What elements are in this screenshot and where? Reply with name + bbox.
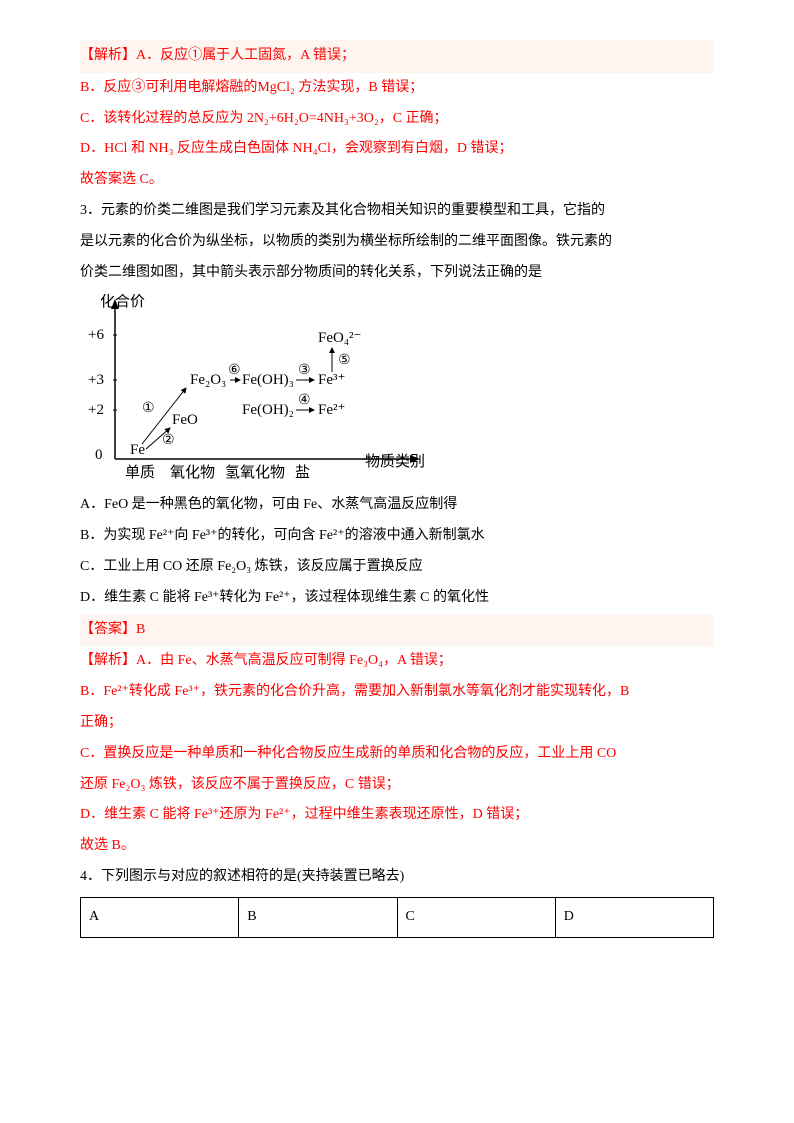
- node-fe2o3: Fe₂O₃: [190, 372, 226, 388]
- q3-answer-line: 【答案】B: [80, 614, 714, 647]
- circ-4: ④: [298, 393, 311, 408]
- text: D．维生素 C 能将 Fe³⁺转化为 Fe²⁺，该过程体现维生素 C 的氧化性: [80, 590, 489, 605]
- circ-1: ①: [142, 401, 155, 416]
- node-feo: FeO: [172, 412, 198, 428]
- text: 元素的价类二维图是我们学习元素及其化合物相关知识的重要模型和工具，它指的: [101, 203, 605, 218]
- node-fe2p: Fe²⁺: [318, 402, 345, 418]
- text: 方法实现，B 错误；: [295, 80, 423, 95]
- q3-analysis-c2: 还原 Fe₂O₃ 炼铁，该反应不属于置换反应，C 错误；: [80, 770, 714, 801]
- ytick-3: +3: [88, 372, 104, 388]
- node-fe: Fe: [130, 442, 145, 458]
- q3-option-c: C．工业上用 CO 还原 Fe₂O₃ 炼铁，该反应属于置换反应: [80, 552, 714, 583]
- text: 正确；: [80, 715, 122, 730]
- text: A．FeO 是一种黑色的氧化物，可由 Fe、水蒸气高温反应制得: [80, 497, 457, 512]
- q3-analysis-d: D．维生素 C 能将 Fe³⁺还原为 Fe²⁺，过程中维生素表现还原性，D 错误…: [80, 800, 714, 831]
- text: 故选 B。: [80, 838, 135, 853]
- node-feoh2: Fe(OH)₂: [242, 402, 294, 418]
- circ-5: ⑤: [338, 353, 351, 368]
- q3-option-a: A．FeO 是一种黑色的氧化物，可由 Fe、水蒸气高温反应制得: [80, 490, 714, 521]
- x-axis-label: 物质类别: [365, 453, 425, 470]
- q3-option-d: D．维生素 C 能将 Fe³⁺转化为 Fe²⁺，该过程体现维生素 C 的氧化性: [80, 583, 714, 614]
- valence-category-chart: 化合价 +6 +3 +2 0 单质 氧化物 氢氧化物 盐 物质类别 Fe FeO…: [80, 294, 714, 484]
- q3-analysis-final: 故选 B。: [80, 831, 714, 862]
- q2-analysis-final: 故答案选 C。: [80, 165, 714, 196]
- text: A．反应①属于人工固氮，A 错误；: [136, 48, 355, 63]
- text: B．反应③可利用电解熔融的: [80, 80, 257, 95]
- xcat-3: 盐: [295, 464, 310, 481]
- q4-number: 4．: [80, 869, 101, 884]
- answer-label: 【答案】: [80, 622, 136, 637]
- analysis-head: 【解析】: [80, 48, 136, 63]
- text: 价类二维图如图，其中箭头表示部分物质间的转化关系，下列说法正确的是: [80, 265, 542, 280]
- q3-stem-1: 3．元素的价类二维图是我们学习元素及其化合物相关知识的重要模型和工具，它指的: [80, 196, 714, 227]
- document-page: 【解析】A．反应①属于人工固氮，A 错误； B．反应③可利用电解熔融的MgCl₂…: [0, 0, 794, 1123]
- node-fe3p: Fe³⁺: [318, 372, 345, 388]
- xcat-0: 单质: [125, 464, 155, 481]
- circ-6: ⑥: [228, 363, 241, 378]
- cell-a: A: [81, 897, 239, 937]
- q3-stem-2: 是以元素的化合价为纵坐标，以物质的类别为横坐标所绘制的二维平面图像。铁元素的: [80, 227, 714, 258]
- ytick-0: 0: [95, 447, 103, 463]
- q3-analysis-b1: B．Fe²⁺转化成 Fe³⁺，铁元素的化合价升高，需要加入新制氯水等氧化剂才能实…: [80, 677, 714, 708]
- text: B．Fe²⁺转化成 Fe³⁺，铁元素的化合价升高，需要加入新制氯水等氧化剂才能实…: [80, 684, 629, 699]
- text: C．置换反应是一种单质和一种化合物反应生成新的单质和化合物的反应，工业上用 CO: [80, 746, 616, 761]
- q3-analysis-a: 【解析】A．由 Fe、水蒸气高温反应可制得 Fe₃O₄，A 错误；: [80, 646, 714, 677]
- q2-analysis-b: B．反应③可利用电解熔融的MgCl₂ 方法实现，B 错误；: [80, 73, 714, 104]
- text: B．为实现 Fe²⁺向 Fe³⁺的转化，可向含 Fe²⁺的溶液中通入新制氯水: [80, 528, 485, 543]
- text: C．该转化过程的总反应为 2N₂+6H₂O=4NH₃+3O₂，C 正确；: [80, 111, 448, 126]
- q2-analysis-d: D．HCl 和 NH₃ 反应生成白色固体 NH₄Cl，会观察到有白烟，D 错误；: [80, 134, 714, 165]
- ytick-2: +2: [88, 402, 104, 418]
- text: 下列图示与对应的叙述相符的是(夹持装置已略去): [101, 869, 404, 884]
- cell-c: C: [397, 897, 555, 937]
- node-feo4: FeO₄²⁻: [318, 330, 361, 346]
- q3-analysis-b2: 正确；: [80, 708, 714, 739]
- cell-b: B: [239, 897, 397, 937]
- text: 故答案选 C。: [80, 172, 163, 187]
- text: 是以元素的化合价为纵坐标，以物质的类别为横坐标所绘制的二维平面图像。铁元素的: [80, 234, 612, 249]
- table-row: A B C D: [81, 897, 714, 937]
- circ-3: ③: [298, 363, 311, 378]
- ytick-6: +6: [88, 327, 104, 343]
- formula: MgCl₂: [257, 80, 295, 95]
- text: D．HCl 和 NH₃ 反应生成白色固体 NH₄Cl，会观察到有白烟，D 错误；: [80, 141, 513, 156]
- text: A．由 Fe、水蒸气高温反应可制得 Fe₃O₄，A 错误；: [136, 653, 452, 668]
- node-feoh3: Fe(OH)₃: [242, 372, 294, 388]
- text: D．维生素 C 能将 Fe³⁺还原为 Fe²⁺，过程中维生素表现还原性，D 错误…: [80, 807, 528, 822]
- text: C．工业上用 CO 还原 Fe₂O₃ 炼铁，该反应属于置换反应: [80, 559, 423, 574]
- q2-analysis-a: 【解析】A．反应①属于人工固氮，A 错误；: [80, 40, 714, 73]
- analysis-head: 【解析】: [80, 653, 136, 668]
- q3-number: 3．: [80, 203, 101, 218]
- chart-svg: 化合价 +6 +3 +2 0 单质 氧化物 氢氧化物 盐 物质类别 Fe FeO…: [80, 294, 440, 484]
- q3-option-b: B．为实现 Fe²⁺向 Fe³⁺的转化，可向含 Fe²⁺的溶液中通入新制氯水: [80, 521, 714, 552]
- q4-options-table: A B C D: [80, 897, 714, 938]
- y-axis-label: 化合价: [100, 294, 145, 310]
- xcat-1: 氧化物: [170, 464, 215, 481]
- q3-analysis-c1: C．置换反应是一种单质和一种化合物反应生成新的单质和化合物的反应，工业上用 CO: [80, 739, 714, 770]
- answer-value: B: [136, 622, 145, 637]
- cell-d: D: [555, 897, 713, 937]
- xcat-2: 氢氧化物: [225, 464, 285, 481]
- q4-stem: 4．下列图示与对应的叙述相符的是(夹持装置已略去): [80, 862, 714, 893]
- q2-analysis-c: C．该转化过程的总反应为 2N₂+6H₂O=4NH₃+3O₂，C 正确；: [80, 104, 714, 135]
- circ-2: ②: [162, 433, 175, 448]
- text: 还原 Fe₂O₃ 炼铁，该反应不属于置换反应，C 错误；: [80, 777, 400, 792]
- q3-stem-3: 价类二维图如图，其中箭头表示部分物质间的转化关系，下列说法正确的是: [80, 258, 714, 289]
